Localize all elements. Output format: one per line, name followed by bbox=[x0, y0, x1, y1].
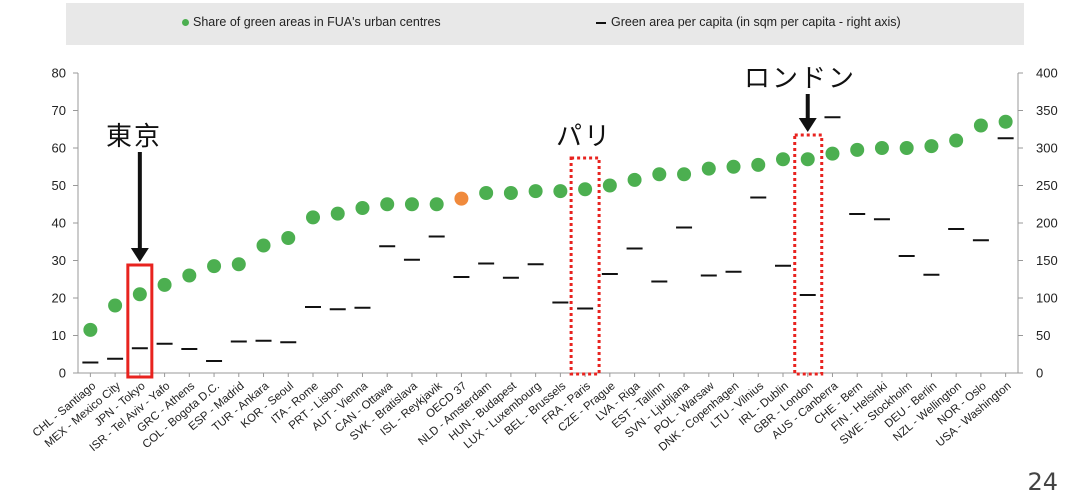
green-share-dot bbox=[677, 167, 692, 182]
left-tick-label: 0 bbox=[59, 366, 66, 381]
green-share-dot bbox=[306, 210, 320, 225]
green-share-dot bbox=[874, 141, 889, 155]
green-share-dot bbox=[281, 231, 296, 245]
legend: Share of green areas in FUA's urban cent… bbox=[66, 3, 1024, 45]
page-number: 24 bbox=[1027, 468, 1058, 496]
green-share-dot bbox=[578, 182, 593, 197]
left-tick-label: 20 bbox=[52, 291, 66, 306]
green-share-dot bbox=[924, 139, 939, 154]
green-share-dot bbox=[132, 287, 147, 302]
green-share-dot bbox=[726, 159, 741, 174]
right-tick-label: 100 bbox=[1036, 291, 1058, 306]
callout-london: ロンドン bbox=[744, 64, 857, 94]
green-share-dot bbox=[380, 197, 395, 212]
green-share-dot bbox=[157, 277, 172, 292]
green-share-dot bbox=[553, 184, 568, 199]
green-share-dot bbox=[949, 133, 964, 148]
green-share-dot bbox=[899, 141, 914, 155]
green-share-dot bbox=[207, 259, 222, 274]
green-share-dot bbox=[751, 157, 766, 172]
green-share-dot bbox=[182, 268, 197, 283]
left-tick-label: 80 bbox=[52, 66, 66, 81]
callout-tokyo: 東京 bbox=[106, 122, 163, 152]
legend-label-green-share: Share of green areas in FUA's urban cent… bbox=[193, 15, 441, 29]
green-share-dot bbox=[330, 206, 345, 221]
left-tick-label: 40 bbox=[52, 216, 66, 231]
green-share-dot bbox=[231, 257, 246, 272]
left-tick-label: 50 bbox=[52, 178, 66, 193]
green-share-dot bbox=[701, 161, 716, 176]
london-arrow-head bbox=[798, 118, 817, 132]
chart-canvas: 0 10 20 30 40 50 60 70 80 0 50 100 150 200 250 300 350 40… bbox=[31, 66, 1058, 455]
green-share-dot bbox=[998, 114, 1013, 129]
tokyo-arrow-head bbox=[130, 248, 149, 262]
green-share-dot bbox=[256, 238, 271, 253]
legend-entry-per-capita: Green area per capita (in sqm per capita… bbox=[596, 15, 901, 29]
green-share-dot bbox=[404, 197, 419, 212]
green-share-dot bbox=[602, 178, 617, 193]
left-tick-label: 10 bbox=[52, 328, 66, 343]
london-highlight-box bbox=[793, 133, 824, 376]
green-share-dot bbox=[528, 184, 543, 199]
paris-highlight-box bbox=[569, 156, 601, 376]
tokyo-highlight-box bbox=[126, 263, 154, 379]
green-share-dot bbox=[355, 201, 370, 215]
left-tick-label: 60 bbox=[52, 141, 66, 156]
green-share-dot bbox=[973, 118, 988, 133]
green-dot-icon bbox=[182, 19, 189, 27]
dash-marker-icon bbox=[596, 21, 606, 24]
oecd-average-dot bbox=[454, 191, 469, 206]
right-tick-label: 150 bbox=[1036, 253, 1058, 268]
right-tick-label: 0 bbox=[1036, 366, 1043, 381]
legend-entry-green-share: Share of green areas in FUA's urban cent… bbox=[182, 15, 441, 29]
callout-paris: パリ bbox=[556, 122, 613, 152]
right-tick-label: 250 bbox=[1036, 178, 1058, 193]
right-tick-label: 50 bbox=[1036, 328, 1050, 343]
green-share-dot bbox=[429, 197, 444, 212]
legend-label-per-capita: Green area per capita (in sqm per capita… bbox=[611, 15, 901, 29]
left-tick-label: 30 bbox=[52, 253, 66, 268]
right-tick-label: 300 bbox=[1036, 141, 1058, 156]
right-tick-label: 350 bbox=[1036, 103, 1058, 118]
green-share-dot bbox=[825, 146, 840, 161]
left-tick-label: 70 bbox=[52, 103, 66, 118]
green-share-dot bbox=[850, 142, 865, 157]
green-share-dot bbox=[776, 152, 790, 167]
right-tick-label: 200 bbox=[1036, 216, 1058, 231]
green-share-dot bbox=[479, 186, 494, 200]
green-share-dot bbox=[627, 172, 642, 187]
green-share-dot bbox=[108, 298, 123, 313]
right-tick-label: 400 bbox=[1036, 66, 1058, 81]
green-share-dot bbox=[503, 186, 518, 200]
green-share-dot bbox=[800, 152, 815, 167]
green-share-dot bbox=[652, 167, 667, 182]
green-share-dot bbox=[83, 322, 98, 337]
